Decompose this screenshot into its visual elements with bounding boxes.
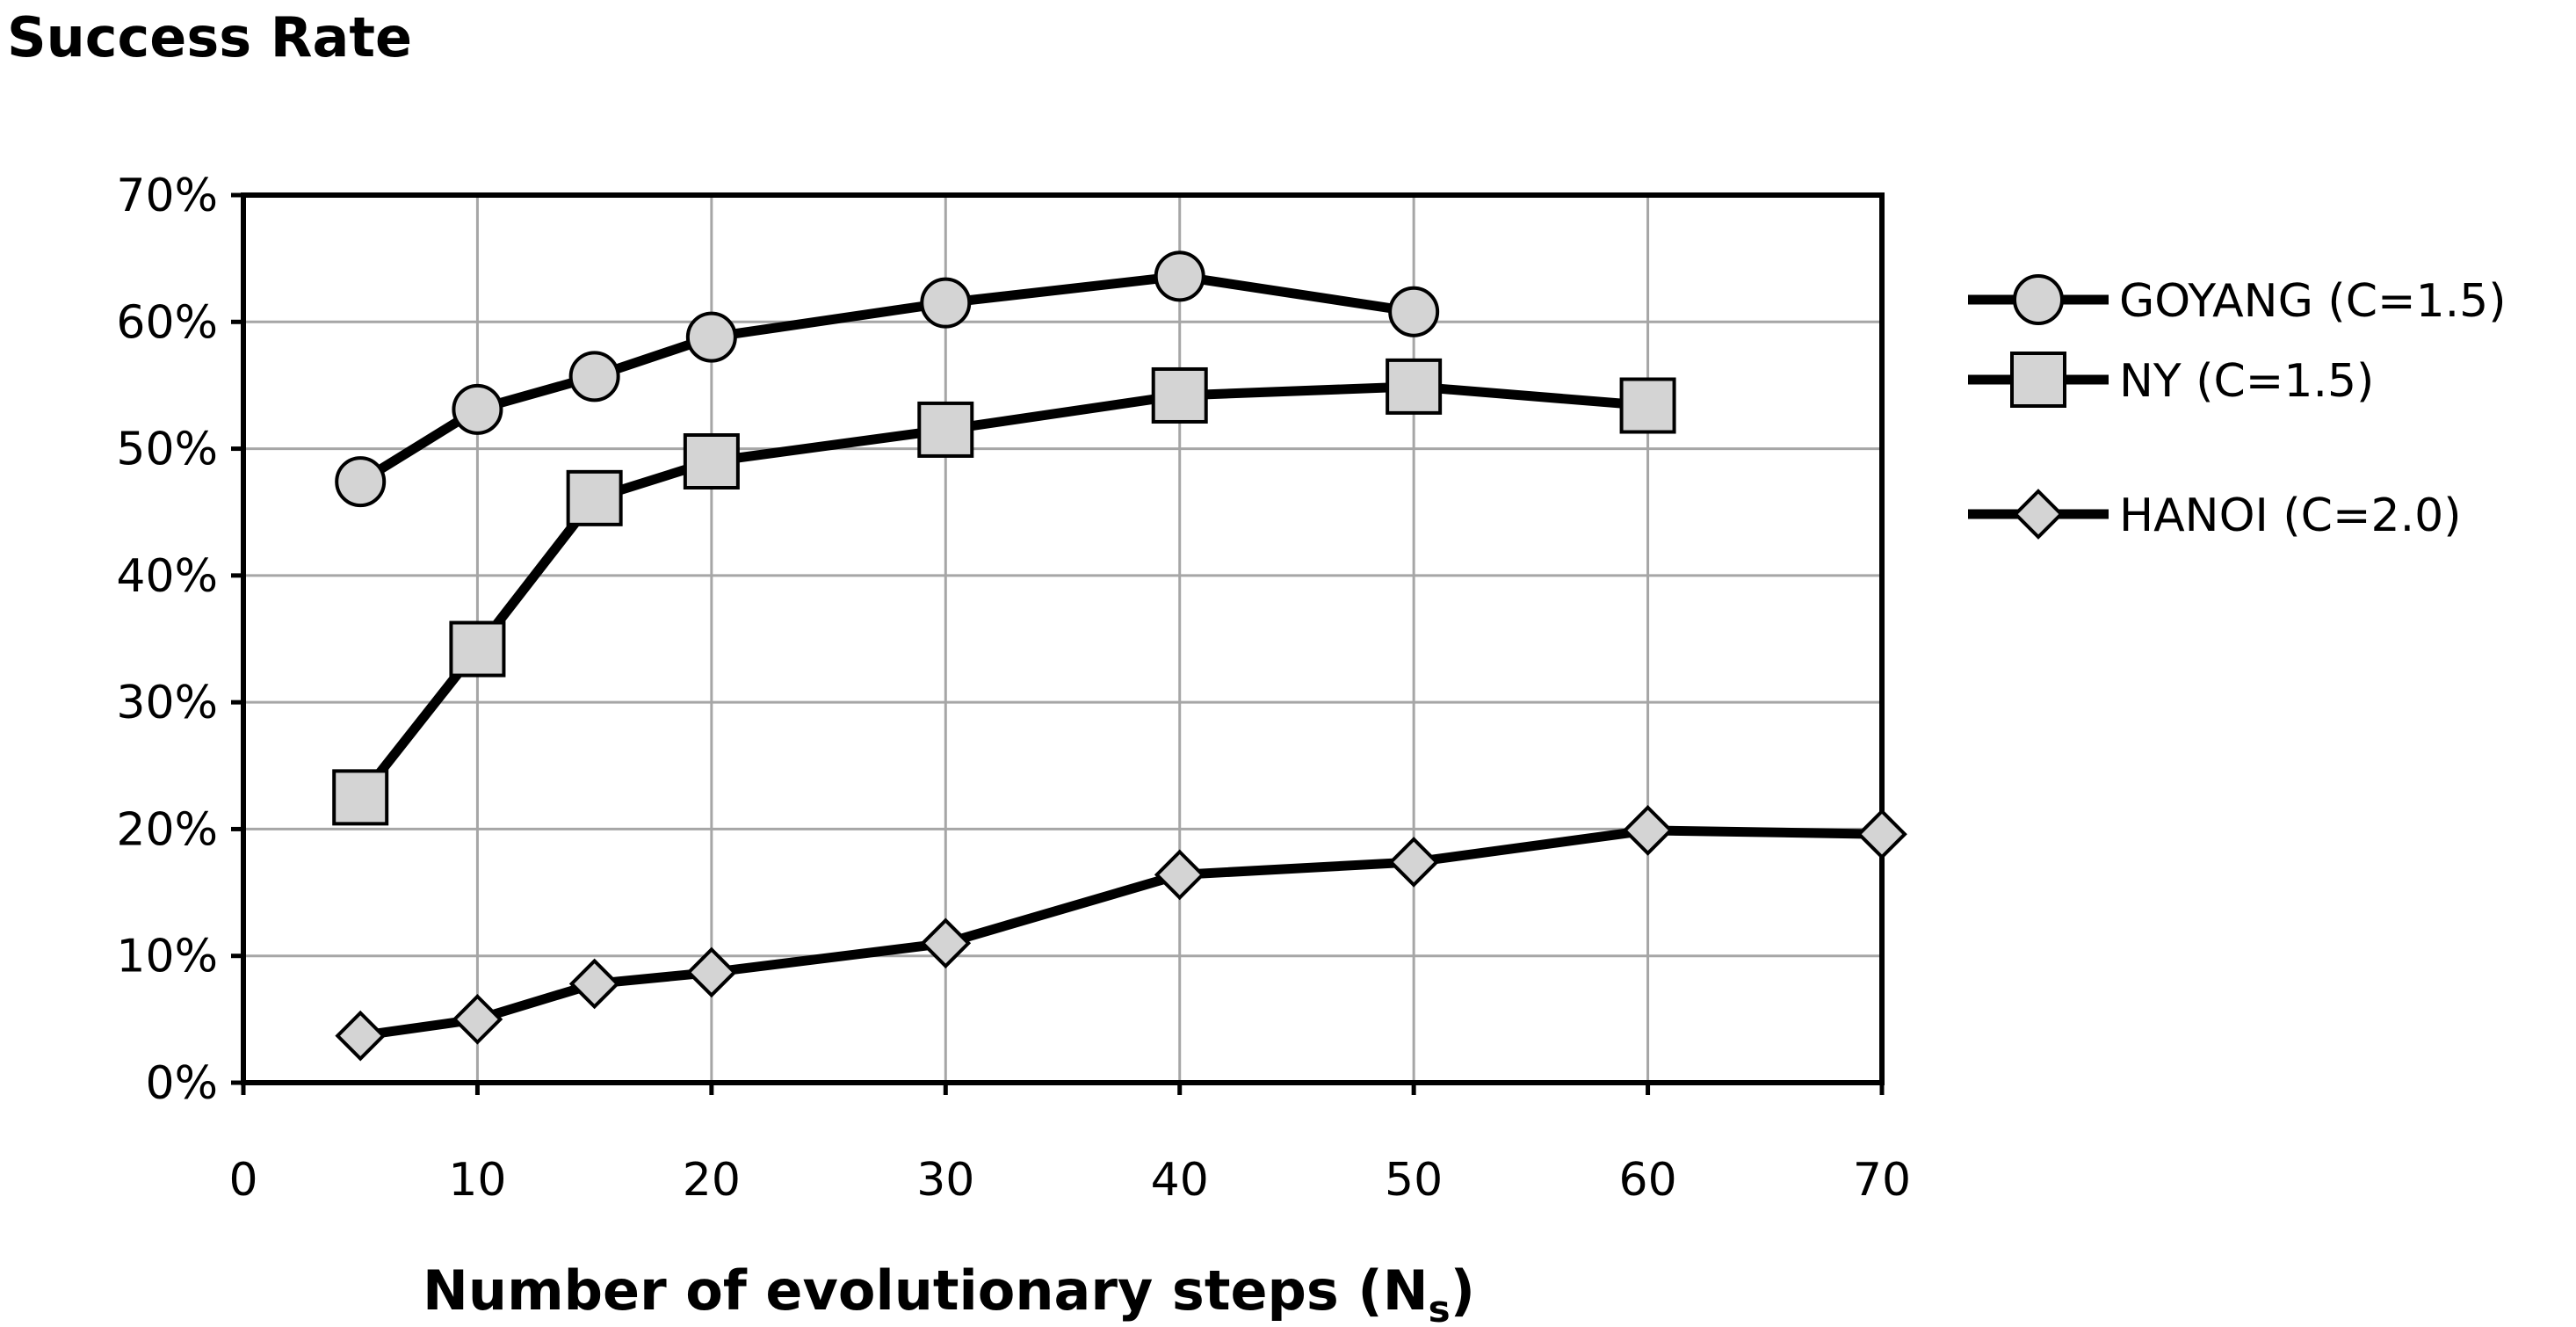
y-tick-label: 60% [116,296,218,349]
x-tick-label: 30 [916,1154,974,1207]
data-point-circle [685,311,737,363]
data-point-diamond [452,994,503,1045]
x-tick-label: 40 [1151,1154,1209,1207]
x-axis-title-subscript: s [1429,1287,1451,1327]
data-point-diamond [568,958,620,1010]
legend: GOYANG (C=1.5) NY (C=1.5) HANOI (C=2.0) [1968,274,2507,542]
data-point-circle [452,383,503,435]
x-axis-title-main: Number of evolutionary steps (N [423,1258,1429,1323]
y-axis-ticks: 0% 10% 20% 30% 40% 50% 60% 70% [116,170,243,1110]
data-point-square [332,769,389,826]
x-tick-label: 20 [683,1154,741,1207]
series-line [359,825,1883,1041]
data-point-circle [335,456,387,508]
y-tick-label: 30% [116,677,218,729]
data-point-diamond [1856,809,1907,860]
x-tick-label: 10 [448,1154,506,1207]
data-point-square [917,401,974,458]
grid [242,193,1884,1084]
y-axis-title: Success Rate [7,5,412,69]
data-point-circle [920,277,972,329]
x-tick-label: 60 [1618,1154,1676,1207]
x-tick-label: 70 [1853,1154,1911,1207]
y-tick-label: 70% [116,170,218,222]
series-square [332,358,1676,826]
data-point-diamond [1388,837,1439,888]
data-point-diamond [335,1010,387,1062]
legend-label: HANOI (C=2.0) [2119,489,2462,542]
data-point-circle [1154,250,1205,302]
y-tick-label: 10% [116,931,218,983]
data-point-diamond [920,917,972,969]
data-point-diamond [1622,805,1674,856]
data-point-circle [1388,286,1440,337]
legend-entry: GOYANG (C=1.5) [1968,274,2507,328]
series-line [358,271,1415,486]
data-point-square [449,620,506,678]
data-point-diamond [1154,849,1205,901]
data-point-circle [568,351,620,402]
legend-entry: NY (C=1.5) [1968,352,2374,408]
x-tick-label: 0 [228,1154,257,1207]
x-axis-title: Number of evolutionary steps (Ns) [423,1258,1475,1327]
legend-label: GOYANG (C=1.5) [2119,275,2507,328]
data-point-square [1619,377,1676,434]
data-point-square [1151,366,1208,424]
data-point-square [566,469,623,526]
data-point-diamond [686,946,737,998]
x-tick-label: 50 [1385,1154,1443,1207]
series-diamond [335,805,1907,1062]
x-axis-ticks: 0 10 20 30 40 50 60 70 [228,1083,1911,1207]
legend-marker-square [2010,352,2066,408]
series-layer [332,250,1907,1062]
data-point-square [683,433,740,489]
legend-marker-diamond [2013,489,2064,540]
series-circle [335,250,1440,508]
legend-entry: HANOI (C=2.0) [1968,489,2462,542]
y-tick-label: 20% [116,803,218,856]
y-tick-label: 40% [116,550,218,603]
y-tick-label: 0% [146,1057,219,1110]
plot-area-frame [241,192,1885,1085]
data-point-square [1386,358,1443,415]
y-tick-label: 50% [116,424,218,476]
x-axis-title-close: ) [1451,1258,1475,1323]
legend-label: NY (C=1.5) [2119,355,2374,408]
legend-marker-circle [2013,274,2064,325]
